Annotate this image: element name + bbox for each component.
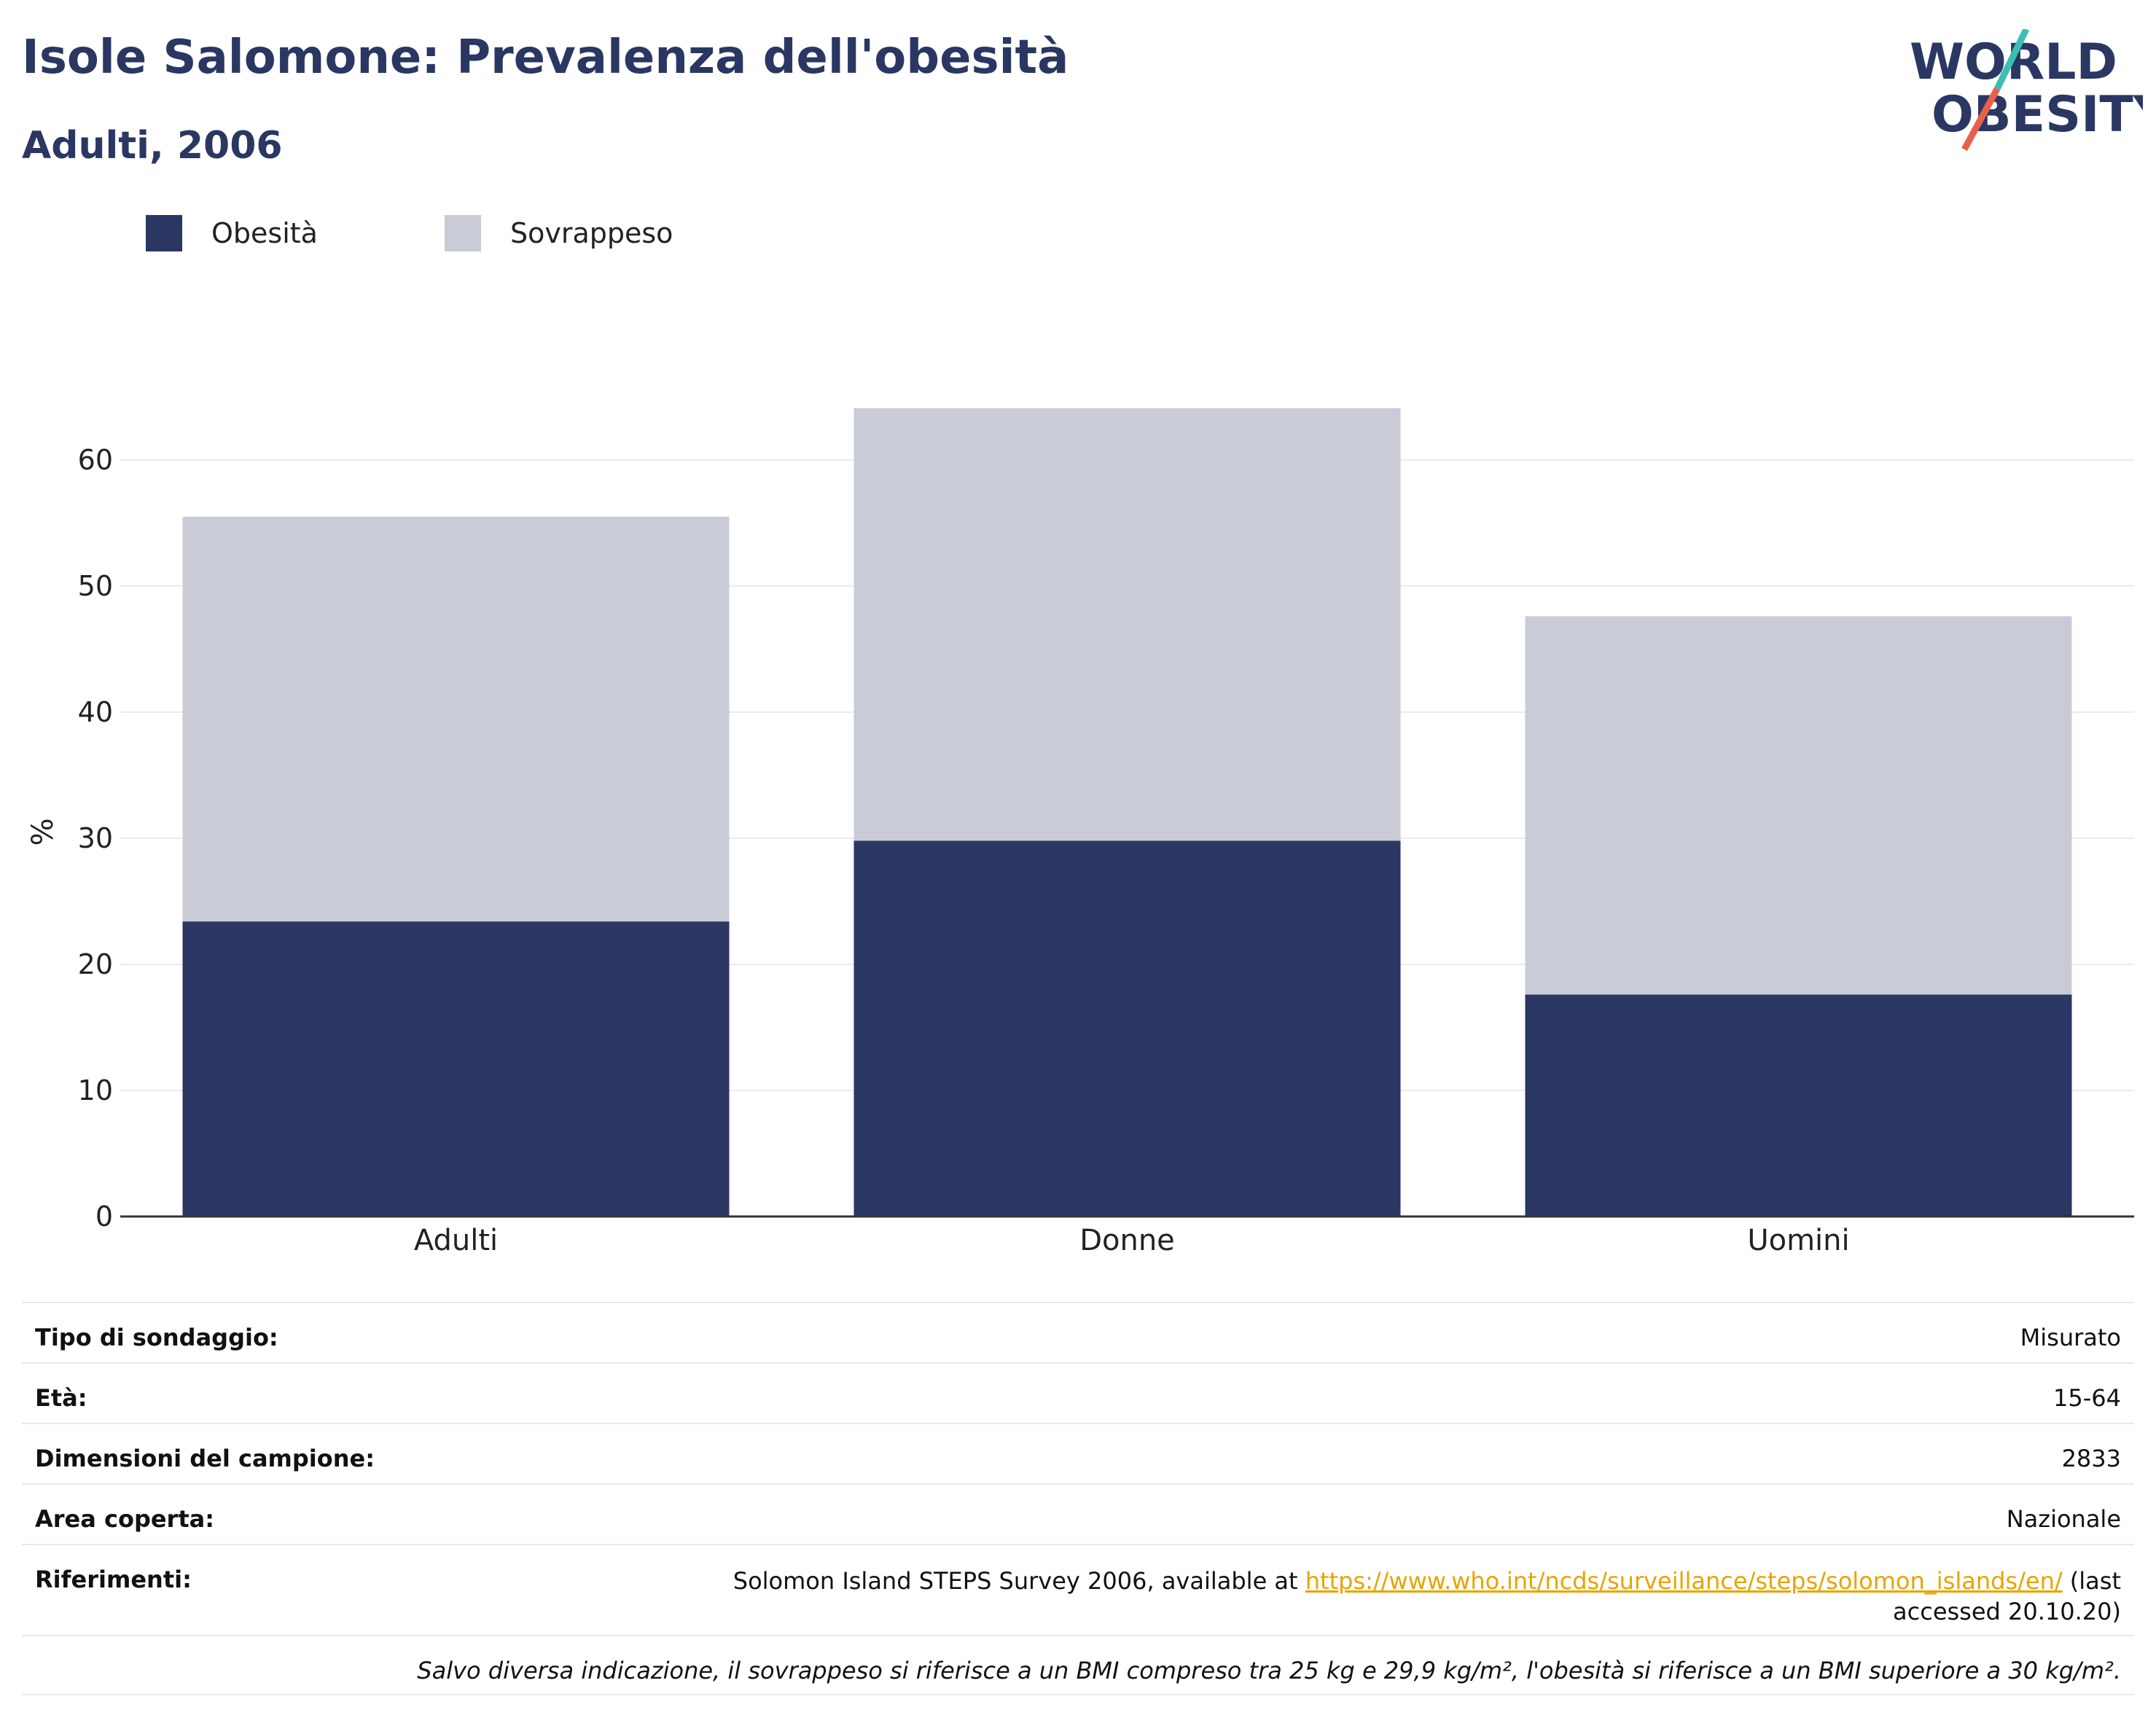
references-text: Solomon Island STEPS Survey 2006, availa… — [733, 1567, 1305, 1595]
bar-overweight-uomini — [1525, 616, 2072, 995]
legend-label-obesity: Obesità — [211, 217, 318, 249]
bar-obesity-uomini — [1525, 994, 2072, 1216]
info-value-sample-size: 2833 — [2061, 1445, 2121, 1472]
legend-item-obesity[interactable]: Obesità — [146, 215, 318, 251]
y-tick-label: 20 — [78, 948, 113, 980]
info-label-survey-type: Tipo di sondaggio: — [35, 1324, 278, 1351]
info-label-references: Riferimenti: — [35, 1566, 192, 1593]
y-tick-label: 10 — [78, 1074, 113, 1106]
references-suffix: (last accessed 20.10.20) — [1893, 1567, 2121, 1625]
info-row-survey-type: Tipo di sondaggio: Misurato — [22, 1302, 2134, 1362]
info-value-age: 15-64 — [2053, 1384, 2121, 1412]
info-value-survey-type: Misurato — [2020, 1324, 2121, 1351]
bar-chart: 0 10 20 30 40 50 60% Adulti Donne Uomini — [26, 408, 2134, 1257]
bar-overweight-donne — [854, 408, 1401, 841]
definition-note: Salvo diversa indicazione, il sovrappeso… — [417, 1657, 2121, 1684]
info-row-note: Salvo diversa indicazione, il sovrappeso… — [22, 1635, 2134, 1695]
info-row-references: Riferimenti: Solomon Island STEPS Survey… — [22, 1544, 2134, 1635]
bar-obesity-adulti — [182, 921, 730, 1216]
y-axis-label: % — [26, 818, 60, 845]
y-tick-label: 60 — [78, 444, 113, 476]
world-obesity-logo: WORLD OBESITY — [1910, 29, 2143, 152]
references-link[interactable]: https://www.who.int/ncds/surveillance/st… — [1305, 1567, 2063, 1595]
logo-slash-teal — [1993, 29, 2030, 90]
x-tick-label: Uomini — [1747, 1224, 1849, 1257]
info-label-area: Area coperta: — [35, 1505, 215, 1533]
chart-subtitle: Adulti, 2006 — [22, 124, 283, 168]
info-value-references: Solomon Island STEPS Survey 2006, availa… — [627, 1566, 2121, 1627]
x-tick-label: Adulti — [414, 1224, 498, 1257]
info-label-age: Età: — [35, 1384, 87, 1412]
y-tick-label: 30 — [78, 822, 113, 854]
info-row-area: Area coperta: Nazionale — [22, 1483, 2134, 1544]
info-row-age: Età: 15-64 — [22, 1362, 2134, 1423]
legend-swatch-overweight — [445, 215, 481, 251]
info-row-sample-size: Dimensioni del campione: 2833 — [22, 1423, 2134, 1483]
info-value-area: Nazionale — [2006, 1505, 2121, 1533]
legend-label-overweight: Sovrappeso — [510, 217, 673, 249]
bar-obesity-donne — [854, 840, 1401, 1216]
survey-info-table: Tipo di sondaggio: Misurato Età: 15-64 D… — [22, 1302, 2134, 1695]
chart-title: Isole Salomone: Prevalenza dell'obesità — [22, 31, 1069, 85]
y-tick-label: 50 — [78, 570, 113, 602]
y-tick-label: 40 — [78, 696, 113, 728]
legend-swatch-obesity — [146, 215, 182, 251]
logo-word-obesity: OBESITY — [1932, 86, 2143, 144]
info-label-sample-size: Dimensioni del campione: — [35, 1445, 375, 1472]
x-tick-label: Donne — [1079, 1224, 1175, 1257]
legend-item-overweight[interactable]: Sovrappeso — [445, 215, 673, 251]
y-tick-label: 0 — [95, 1200, 113, 1233]
bar-overweight-adulti — [182, 516, 730, 922]
logo-slash-red — [1961, 87, 2000, 152]
